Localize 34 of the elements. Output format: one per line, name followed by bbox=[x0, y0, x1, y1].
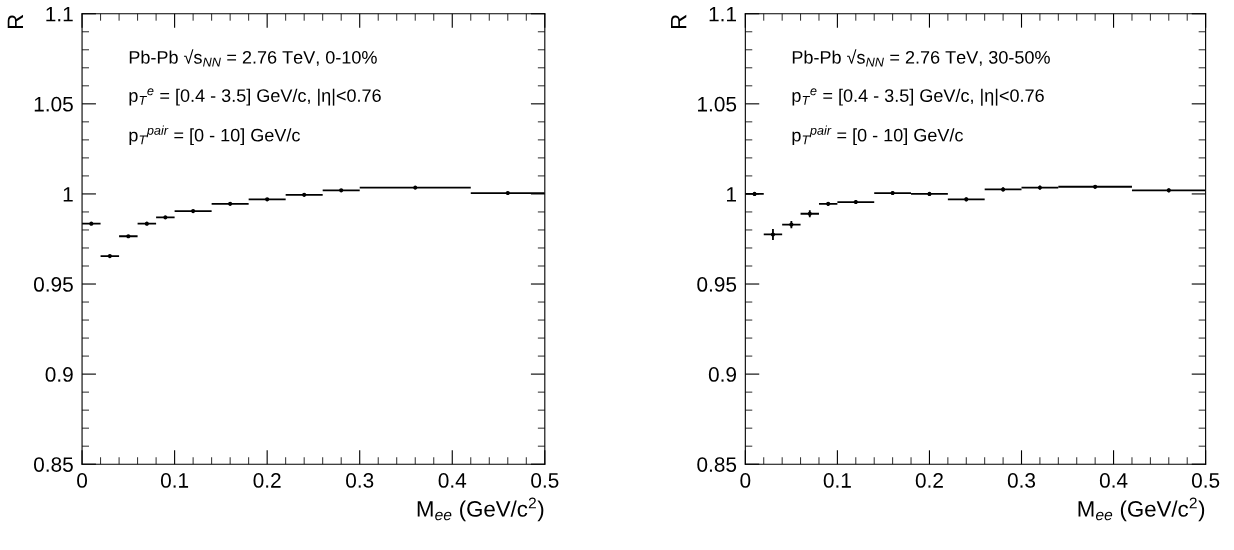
y-axis-title: R bbox=[7, 14, 24, 28]
y-tick-label: 0.95 bbox=[697, 277, 737, 292]
y-tick-label: 0.85 bbox=[697, 457, 737, 472]
x-axis-title: M$_{ee}$ (GeV/c$^{2}$) bbox=[1078, 497, 1205, 522]
y-tick-label: 1.05 bbox=[698, 96, 737, 112]
annotation: Pb-Pb √s$_{NN}$ = 2.76 TeV, 0-10% bbox=[129, 49, 377, 67]
x-tick-label: 0 bbox=[77, 473, 88, 488]
x-axis-title: M$_{ee}$ (GeV/c$^{2}$) bbox=[417, 497, 544, 522]
y-tick-label: 0.9 bbox=[708, 367, 737, 382]
annotation: Pb-Pb √s$_{NN}$ = 2.76 TeV, 30-50% bbox=[792, 49, 1050, 67]
x-tick-label: 0.2 bbox=[253, 473, 281, 488]
x-tick-label: 0.1 bbox=[160, 473, 189, 488]
annotation: p$_{T}$$^{pair}$ = [0 - 10] GeV/c bbox=[792, 125, 963, 146]
x-tick-label: 0 bbox=[740, 473, 751, 488]
y-tick-label: 0.9 bbox=[45, 367, 73, 382]
y-tick-label: 1.1 bbox=[46, 6, 73, 22]
y-tick-label: 1 bbox=[63, 187, 73, 202]
y-tick-label: 1.1 bbox=[709, 6, 736, 22]
x-tick-label: 0.1 bbox=[823, 473, 851, 488]
x-tick-label: 0.4 bbox=[1099, 473, 1128, 488]
annotation: p$_{T}$$^{e}$ = [0.4 - 3.5] GeV/c, |η|<0.76 bbox=[792, 88, 1044, 106]
y-tick-label: 1.05 bbox=[34, 96, 73, 112]
annotation: p$_{T}$$^{pair}$ = [0 - 10] GeV/c bbox=[129, 125, 300, 146]
x-tick-label: 0.3 bbox=[1007, 473, 1036, 488]
x-tick-label: 0.5 bbox=[531, 473, 559, 488]
x-tick-label: 0.4 bbox=[438, 473, 467, 488]
x-tick-label: 0.2 bbox=[915, 473, 943, 488]
annotation: p$_{T}$$^{e}$ = [0.4 - 3.5] GeV/c, |η|<0.76 bbox=[129, 88, 381, 106]
y-tick-label: 1 bbox=[727, 187, 736, 202]
x-tick-label: 0.5 bbox=[1191, 473, 1220, 488]
y-tick-label: 0.85 bbox=[34, 457, 73, 472]
y-tick-label: 0.95 bbox=[34, 277, 73, 292]
x-tick-label: 0.3 bbox=[346, 473, 374, 488]
y-axis-title: R bbox=[671, 14, 687, 28]
